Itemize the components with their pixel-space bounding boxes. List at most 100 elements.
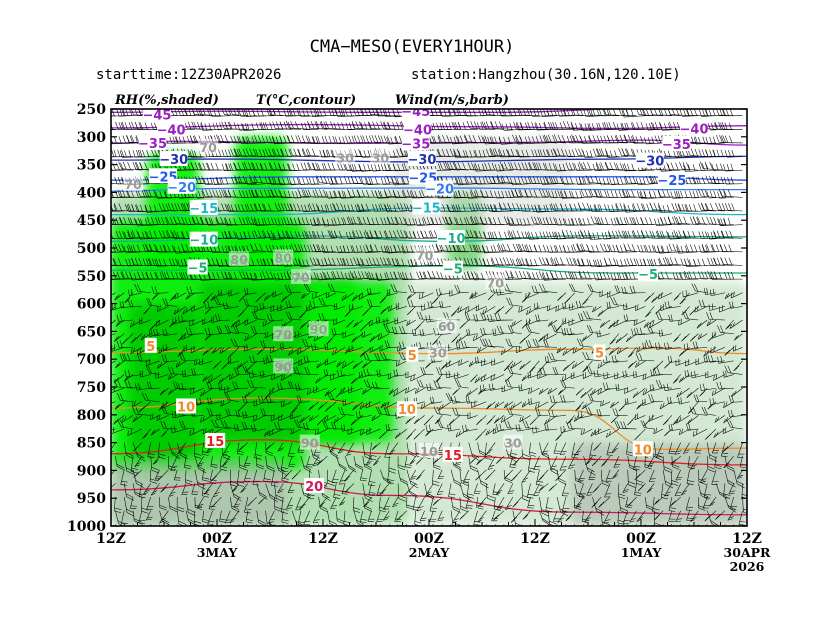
wind-barb-shaft (621, 237, 637, 239)
wind-barb-feather (141, 271, 145, 279)
wind-barb-feather (126, 135, 130, 143)
wind-barb-feather (690, 148, 695, 156)
wind-barb-feather (724, 294, 728, 299)
wind-barb-feather (538, 257, 543, 265)
wind-barb-feather (106, 246, 108, 253)
wind-barb-shaft (484, 251, 505, 254)
wind-barb-feather (260, 109, 264, 117)
wind-barb-feather (590, 216, 595, 224)
wind-barb-feather (451, 121, 455, 130)
wind-barb-shaft (506, 290, 522, 294)
wind-barb-feather (725, 109, 729, 116)
wind-barb-feather (401, 177, 404, 185)
wind-barb-feather (229, 109, 233, 115)
wind-barb-shaft (701, 210, 717, 212)
starttime-label: starttime:12Z30APR2026 (96, 67, 281, 83)
wind-barb-shaft (257, 236, 275, 239)
wind-barb-feather (201, 189, 206, 197)
wind-barb-feather (125, 271, 129, 279)
wind-barb-feather (468, 203, 472, 211)
wind-barb-feather (127, 162, 131, 170)
wind-barb-feather (667, 258, 671, 266)
wind-barb-feather (698, 245, 702, 253)
wind-barb-feather (665, 271, 669, 279)
wind-barb-feather (492, 176, 496, 184)
wind-barb-feather (575, 300, 579, 308)
wind-barb-feather (604, 148, 609, 156)
wind-barb-shaft (389, 182, 407, 185)
wind-barb-feather (247, 216, 251, 225)
wind-barb-shaft (280, 292, 293, 303)
wind-barb-feather (225, 163, 228, 171)
rh-region-95-9 (111, 459, 288, 526)
wind-barb-feather (657, 203, 662, 211)
wind-barb-feather (645, 314, 650, 318)
wind-barb-feather (198, 176, 202, 184)
wind-barb-feather (538, 205, 542, 213)
wind-barb-feather (542, 217, 546, 225)
wind-barb-feather (550, 203, 554, 211)
wind-barb-shaft (678, 319, 690, 326)
wind-barb-feather (308, 136, 311, 144)
wind-barb-feather (572, 243, 576, 252)
wind-barb-feather (306, 177, 309, 185)
wind-barb-feather (276, 121, 280, 129)
wind-barb-feather (291, 191, 295, 199)
wind-barb-shaft (191, 306, 204, 312)
wind-barb-feather (708, 109, 712, 116)
wind-barb-feather (206, 309, 211, 313)
wind-barb-feather (542, 231, 546, 239)
wind-barb-feather (107, 324, 110, 327)
wind-barb-feather (661, 230, 665, 238)
wind-barb-feather (364, 310, 369, 314)
wind-barb-feather (164, 298, 169, 306)
wind-barb-feather (241, 109, 245, 117)
wind-barb-feather (299, 325, 303, 330)
wind-barb-feather (542, 189, 546, 197)
wind-barb-feather (272, 121, 276, 129)
wind-barb-feather (288, 311, 292, 320)
wind-barb-feather (706, 321, 710, 327)
wind-barb-shaft (272, 168, 293, 171)
wind-barb-feather (653, 245, 657, 253)
wind-barb-feather (531, 122, 535, 130)
wind-barb-feather (646, 296, 651, 300)
wind-barb-feather (510, 148, 515, 157)
wind-barb-feather (436, 271, 440, 279)
wind-barb-shaft (370, 114, 390, 116)
wind-barb-shaft (292, 155, 310, 157)
wind-barb-feather (495, 257, 499, 265)
wind-barb-shaft (246, 115, 266, 117)
wind-barb-feather (345, 109, 348, 117)
wind-barb-feather (517, 150, 521, 158)
wind-barb-feather (672, 272, 676, 280)
wind-barb-feather (144, 204, 148, 212)
wind-barb-feather (524, 244, 528, 252)
wind-barb-feather (354, 294, 358, 300)
wind-barb-feather (276, 148, 280, 157)
wind-barb-feather (645, 123, 649, 131)
wind-barb-feather (351, 120, 356, 129)
wind-barb-feather (613, 217, 617, 226)
wind-barb-feather (226, 301, 228, 309)
wind-barb-feather (162, 203, 166, 211)
wind-barb-feather (546, 177, 550, 185)
wind-barb-feather (599, 190, 603, 198)
wind-barb-feather (384, 190, 388, 198)
wind-barb-feather (670, 162, 675, 170)
wind-barb-feather (93, 203, 96, 210)
wind-barb-feather (543, 177, 546, 185)
wind-barb-shaft (448, 168, 469, 171)
wind-barb-feather (332, 270, 336, 279)
wind-barb-feather (183, 203, 188, 211)
wind-barb-shaft (548, 319, 558, 327)
wind-barb-feather (721, 109, 725, 116)
wind-barb-feather (116, 271, 120, 279)
wind-barb-feather (695, 136, 698, 144)
wind-barb-feather (720, 163, 723, 171)
wind-barb-feather (441, 301, 444, 308)
wind-barb-feather (236, 135, 240, 143)
wind-barb-feather (125, 259, 129, 267)
wind-barb-feather (443, 162, 447, 170)
wind-barb-feather (173, 230, 178, 238)
